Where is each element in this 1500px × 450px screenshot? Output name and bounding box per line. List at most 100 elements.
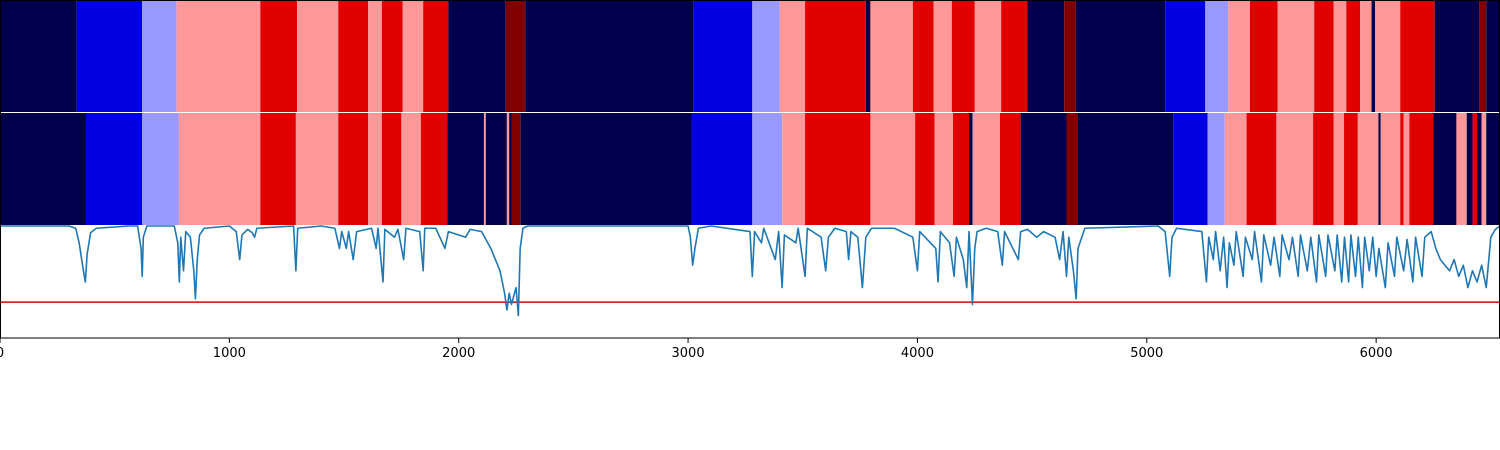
- segment-band: [420, 113, 448, 225]
- segment-band: [485, 113, 507, 225]
- segment-band: [1077, 113, 1174, 225]
- segment-band: [176, 0, 261, 112]
- segmentation-row: [0, 0, 1500, 112]
- segment-band: [870, 0, 913, 112]
- segment-band: [76, 0, 143, 112]
- segment-band: [520, 113, 692, 225]
- segment-band: [1250, 0, 1278, 112]
- segment-band: [952, 113, 970, 225]
- segment-band: [295, 113, 339, 225]
- segment-band: [381, 0, 403, 112]
- segment-band: [915, 113, 935, 225]
- segment-band: [951, 0, 975, 112]
- segment-band: [1246, 113, 1277, 225]
- x-tick-label: 1000: [213, 346, 246, 361]
- segment-band: [1075, 0, 1166, 112]
- segment-band: [1276, 113, 1314, 225]
- segment-band: [448, 0, 506, 112]
- segment-band: [1357, 113, 1379, 225]
- x-tick-label: 0: [0, 346, 4, 361]
- segment-band: [1346, 0, 1361, 112]
- segment-band: [969, 113, 973, 225]
- segment-band: [1001, 0, 1028, 112]
- segment-band: [1165, 0, 1206, 112]
- segment-band: [0, 113, 87, 225]
- segment-band: [260, 113, 296, 225]
- segment-band: [1000, 113, 1021, 225]
- x-tick-label: 3000: [672, 346, 705, 361]
- segment-band: [934, 113, 953, 225]
- segment-band: [1466, 113, 1473, 225]
- segment-band: [691, 113, 753, 225]
- x-tick-label: 5000: [1130, 346, 1163, 361]
- segment-band: [974, 0, 1002, 112]
- segment-band: [1409, 113, 1434, 225]
- segment-band: [782, 113, 806, 225]
- segmentation-bands: [0, 0, 1500, 225]
- segment-band: [870, 113, 916, 225]
- x-tick-label: 4000: [901, 346, 934, 361]
- segment-band: [506, 113, 510, 225]
- segment-band: [401, 113, 421, 225]
- segment-band: [368, 0, 382, 112]
- segment-band: [752, 113, 783, 225]
- segment-band: [338, 113, 369, 225]
- segment-band: [483, 113, 486, 225]
- segment-band: [368, 113, 382, 225]
- x-tick-label: 2000: [442, 346, 475, 361]
- segment-band: [1400, 113, 1404, 225]
- segment-band: [1027, 0, 1065, 112]
- segment-band: [423, 0, 449, 112]
- segment-band: [1066, 113, 1078, 225]
- segment-band: [142, 113, 179, 225]
- segment-band: [1314, 0, 1334, 112]
- segment-band: [779, 0, 806, 112]
- segment-band: [381, 113, 402, 225]
- segment-band: [1224, 113, 1247, 225]
- segment-band: [338, 0, 369, 112]
- segment-band: [693, 0, 753, 112]
- segment-band: [1375, 0, 1401, 112]
- segment-band: [1371, 0, 1375, 112]
- segment-band: [1333, 0, 1347, 112]
- segment-band: [260, 0, 298, 112]
- segment-band: [1479, 0, 1487, 112]
- segment-band: [1486, 113, 1500, 225]
- segment-band: [1064, 0, 1076, 112]
- segment-band: [1333, 113, 1345, 225]
- segment-band: [0, 0, 77, 112]
- signal-series-line: [0, 225, 1500, 317]
- segment-band: [805, 113, 871, 225]
- segment-band: [1360, 0, 1372, 112]
- segment-band: [447, 113, 484, 225]
- segment-band: [972, 113, 1000, 225]
- segment-band: [1205, 0, 1229, 112]
- signal-panel: [0, 225, 1500, 338]
- x-tick-label: 6000: [1360, 346, 1393, 361]
- segment-band: [1481, 113, 1487, 225]
- segment-band: [142, 0, 177, 112]
- segment-band: [1344, 113, 1358, 225]
- segment-band: [933, 0, 952, 112]
- segment-band: [505, 0, 526, 112]
- segment-band: [1173, 113, 1208, 225]
- segment-band: [1403, 113, 1410, 225]
- x-axis: 0 1000 2000 3000 4000 5000 6000: [0, 338, 1393, 361]
- segment-band: [1380, 113, 1401, 225]
- segment-band: [511, 113, 521, 225]
- segment-band: [402, 0, 424, 112]
- segment-band: [297, 0, 339, 112]
- segment-band: [509, 113, 512, 225]
- segmentation-row: [0, 113, 1500, 225]
- segment-band: [1277, 0, 1315, 112]
- segment-band: [525, 0, 694, 112]
- segment-band: [1477, 113, 1482, 225]
- segment-band: [1207, 113, 1225, 225]
- segment-band: [805, 0, 866, 112]
- segment-band: [865, 0, 871, 112]
- segment-band: [1486, 0, 1500, 112]
- segment-band: [178, 113, 261, 225]
- segment-band: [1020, 113, 1067, 225]
- segment-band: [752, 0, 780, 112]
